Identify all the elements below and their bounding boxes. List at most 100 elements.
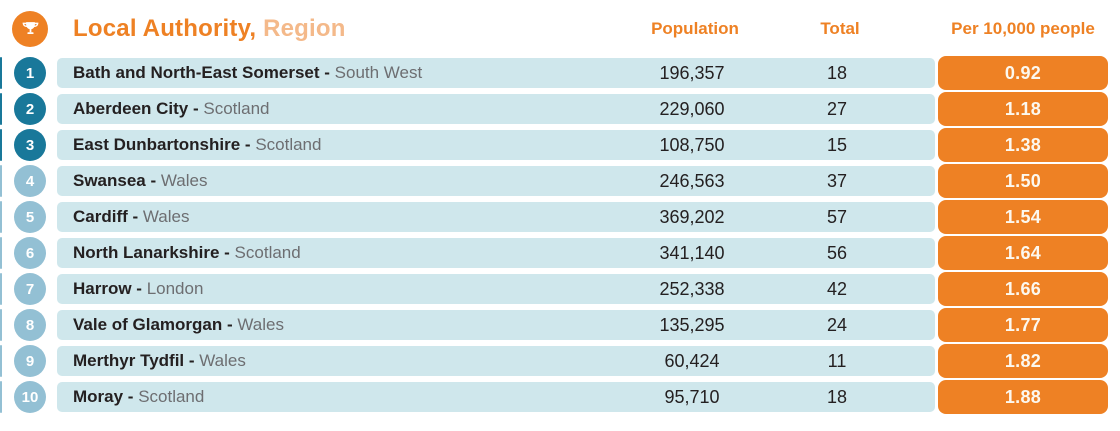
authority-cell: Merthyr Tydfil - Wales bbox=[73, 351, 617, 371]
separator-dash: - bbox=[145, 171, 161, 190]
row-band: Merthyr Tydfil - Wales 60,424 11 bbox=[57, 346, 935, 376]
region-name: Scotland bbox=[234, 243, 301, 262]
row-edge-mark bbox=[0, 129, 2, 161]
table-row: 8 Vale of Glamorgan - Wales 135,295 24 1.77 bbox=[0, 308, 1108, 342]
authority-name: Harrow bbox=[73, 279, 132, 298]
header-columns: Local Authority, Region Population Total bbox=[57, 15, 938, 43]
rank-badge: 4 bbox=[14, 165, 46, 197]
rank-badge: 1 bbox=[14, 57, 46, 89]
total-value: 11 bbox=[827, 350, 847, 371]
table-row: 7 Harrow - London 252,338 42 1.66 bbox=[0, 272, 1108, 306]
table-row: 4 Swansea - Wales 246,563 37 1.50 bbox=[0, 164, 1108, 198]
column-header-total: Total bbox=[820, 19, 860, 38]
total-value: 18 bbox=[826, 62, 848, 83]
page-title: Local Authority, Region bbox=[73, 15, 620, 43]
table-row: 5 Cardiff - Wales 369,202 57 1.54 bbox=[0, 200, 1108, 234]
row-band: Cardiff - Wales 369,202 57 bbox=[57, 202, 935, 232]
per-10000-badge: 1.54 bbox=[938, 200, 1108, 234]
total-value: 37 bbox=[826, 170, 848, 191]
separator-dash: - bbox=[188, 99, 204, 118]
per-10000-badge: 1.66 bbox=[938, 272, 1108, 306]
authority-cell: Swansea - Wales bbox=[73, 171, 617, 191]
per-10000-badge: 1.50 bbox=[938, 164, 1108, 198]
total-value: 27 bbox=[826, 98, 848, 119]
rank-header-cell bbox=[0, 11, 57, 47]
row-edge-mark bbox=[0, 201, 2, 233]
population-value: 135,295 bbox=[659, 314, 725, 335]
total-value: 24 bbox=[826, 314, 848, 335]
authority-name: North Lanarkshire bbox=[73, 243, 220, 262]
authority-cell: East Dunbartonshire - Scotland bbox=[73, 135, 617, 155]
separator-dash: - bbox=[131, 279, 147, 298]
authority-name: Cardiff bbox=[73, 207, 128, 226]
rank-badge: 8 bbox=[14, 309, 46, 341]
population-value: 108,750 bbox=[659, 134, 725, 155]
separator-dash: - bbox=[319, 63, 335, 82]
region-name: Wales bbox=[160, 171, 208, 190]
table-row: 10 Moray - Scotland 95,710 18 1.88 bbox=[0, 380, 1108, 414]
table-row: 3 East Dunbartonshire - Scotland 108,750 15… bbox=[0, 128, 1108, 162]
authority-cell: Vale of Glamorgan - Wales bbox=[73, 315, 617, 335]
title-region: Region bbox=[263, 15, 346, 42]
rank-badge: 2 bbox=[14, 93, 46, 125]
population-value: 252,338 bbox=[659, 278, 725, 299]
separator-dash: - bbox=[222, 315, 238, 334]
region-name: London bbox=[146, 279, 204, 298]
row-band: Bath and North-East Somerset - South Wes… bbox=[57, 58, 935, 88]
total-value: 18 bbox=[826, 386, 848, 407]
table-row: 6 North Lanarkshire - Scotland 341,140 56 1.… bbox=[0, 236, 1108, 270]
row-band: Vale of Glamorgan - Wales 135,295 24 bbox=[57, 310, 935, 340]
row-band: Moray - Scotland 95,710 18 bbox=[57, 382, 935, 412]
per-10000-badge: 0.92 bbox=[938, 56, 1108, 90]
trophy-icon bbox=[12, 11, 48, 47]
rank-badge: 5 bbox=[14, 201, 46, 233]
separator-dash: - bbox=[219, 243, 235, 262]
region-name: Scotland bbox=[138, 387, 205, 406]
authority-name: Moray bbox=[73, 387, 124, 406]
separator-dash: - bbox=[184, 351, 200, 370]
row-band: Harrow - London 252,338 42 bbox=[57, 274, 935, 304]
column-header-per-10000: Per 10,000 people bbox=[951, 19, 1095, 38]
row-edge-mark bbox=[0, 57, 2, 89]
authority-name: East Dunbartonshire bbox=[73, 135, 241, 154]
authority-name: Swansea bbox=[73, 171, 146, 190]
authority-cell: Bath and North-East Somerset - South Wes… bbox=[73, 63, 617, 83]
rank-badge: 9 bbox=[14, 345, 46, 377]
rank-badge: 3 bbox=[14, 129, 46, 161]
total-value: 56 bbox=[826, 242, 848, 263]
population-value: 229,060 bbox=[659, 98, 725, 119]
rank-badge: 10 bbox=[14, 381, 46, 413]
authority-cell: Moray - Scotland bbox=[73, 387, 617, 407]
region-name: Scotland bbox=[203, 99, 270, 118]
table-row: 2 Aberdeen City - Scotland 229,060 27 1.18 bbox=[0, 92, 1108, 126]
region-name: Wales bbox=[237, 315, 284, 334]
total-value: 42 bbox=[826, 278, 848, 299]
table-row: 9 Merthyr Tydfil - Wales 60,424 11 1.82 bbox=[0, 344, 1108, 378]
total-value: 15 bbox=[826, 134, 848, 155]
table-header: Local Authority, Region Population Total… bbox=[0, 0, 1108, 58]
authority-cell: Aberdeen City - Scotland bbox=[73, 99, 617, 119]
population-value: 60,424 bbox=[664, 350, 720, 371]
authority-cell: Harrow - London bbox=[73, 279, 617, 299]
region-name: Wales bbox=[142, 207, 190, 226]
per-10000-badge: 1.64 bbox=[938, 236, 1108, 270]
population-value: 341,140 bbox=[659, 242, 725, 263]
total-value: 57 bbox=[826, 206, 848, 227]
region-name: Scotland bbox=[255, 135, 322, 154]
title-local-authority: Local Authority, bbox=[73, 15, 257, 42]
row-band: East Dunbartonshire - Scotland 108,750 15 bbox=[57, 130, 935, 160]
rows: 1 Bath and North-East Somerset - South We… bbox=[0, 56, 1108, 414]
population-value: 369,202 bbox=[659, 206, 725, 227]
rank-badge: 7 bbox=[14, 273, 46, 305]
column-header-population: Population bbox=[651, 19, 739, 38]
authority-cell: North Lanarkshire - Scotland bbox=[73, 243, 617, 263]
per-10000-badge: 1.77 bbox=[938, 308, 1108, 342]
rank-badge: 6 bbox=[14, 237, 46, 269]
separator-dash: - bbox=[240, 135, 256, 154]
row-edge-mark bbox=[0, 345, 2, 377]
authority-name: Vale of Glamorgan bbox=[73, 315, 223, 334]
authority-name: Bath and North-East Somerset bbox=[73, 63, 320, 82]
row-band: Aberdeen City - Scotland 229,060 27 bbox=[57, 94, 935, 124]
separator-dash: - bbox=[127, 207, 143, 226]
